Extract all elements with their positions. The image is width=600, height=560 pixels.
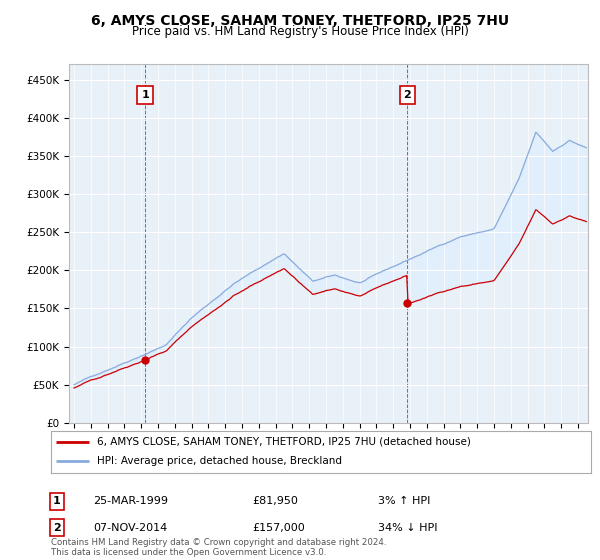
Text: 3% ↑ HPI: 3% ↑ HPI xyxy=(378,496,430,506)
Text: 6, AMYS CLOSE, SAHAM TONEY, THETFORD, IP25 7HU (detached house): 6, AMYS CLOSE, SAHAM TONEY, THETFORD, IP… xyxy=(97,437,471,447)
Text: 07-NOV-2014: 07-NOV-2014 xyxy=(93,522,167,533)
Text: 25-MAR-1999: 25-MAR-1999 xyxy=(93,496,168,506)
Text: 2: 2 xyxy=(404,90,412,100)
Text: 1: 1 xyxy=(141,90,149,100)
Text: 34% ↓ HPI: 34% ↓ HPI xyxy=(378,522,437,533)
Text: HPI: Average price, detached house, Breckland: HPI: Average price, detached house, Brec… xyxy=(97,456,342,466)
Text: 2: 2 xyxy=(53,522,61,533)
Text: 6, AMYS CLOSE, SAHAM TONEY, THETFORD, IP25 7HU: 6, AMYS CLOSE, SAHAM TONEY, THETFORD, IP… xyxy=(91,14,509,28)
Text: Contains HM Land Registry data © Crown copyright and database right 2024.
This d: Contains HM Land Registry data © Crown c… xyxy=(51,538,386,557)
Text: £81,950: £81,950 xyxy=(252,496,298,506)
Text: 1: 1 xyxy=(53,496,61,506)
Text: Price paid vs. HM Land Registry's House Price Index (HPI): Price paid vs. HM Land Registry's House … xyxy=(131,25,469,38)
Text: £157,000: £157,000 xyxy=(252,522,305,533)
